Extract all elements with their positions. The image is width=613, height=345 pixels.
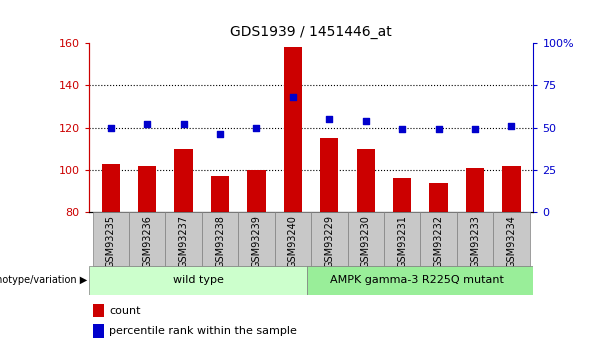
Text: GSM93229: GSM93229 <box>324 215 334 268</box>
Bar <box>311 212 348 266</box>
Bar <box>93 324 104 338</box>
Bar <box>93 212 129 266</box>
Bar <box>493 212 530 266</box>
Text: GSM93231: GSM93231 <box>397 215 407 268</box>
Point <box>324 116 334 122</box>
Bar <box>357 149 375 212</box>
Point <box>433 127 443 132</box>
Point <box>142 121 152 127</box>
Bar <box>308 266 533 295</box>
Title: GDS1939 / 1451446_at: GDS1939 / 1451446_at <box>230 25 392 39</box>
Bar <box>320 138 338 212</box>
Bar <box>202 212 238 266</box>
Text: GSM93236: GSM93236 <box>142 215 152 268</box>
Text: GSM93230: GSM93230 <box>360 215 371 268</box>
Text: AMPK gamma-3 R225Q mutant: AMPK gamma-3 R225Q mutant <box>330 275 504 285</box>
Bar <box>275 212 311 266</box>
Text: percentile rank within the sample: percentile rank within the sample <box>109 326 297 336</box>
Bar <box>466 168 484 212</box>
Text: GSM93240: GSM93240 <box>288 215 298 268</box>
Bar <box>211 176 229 212</box>
Bar <box>284 47 302 212</box>
Text: genotype/variation ▶: genotype/variation ▶ <box>0 275 87 285</box>
Text: count: count <box>109 306 140 316</box>
Point <box>470 127 480 132</box>
Text: GSM93235: GSM93235 <box>105 215 116 268</box>
Bar <box>129 212 166 266</box>
Bar <box>502 166 520 212</box>
Point <box>215 132 225 137</box>
Point <box>361 118 371 124</box>
Bar <box>430 183 447 212</box>
Bar <box>238 212 275 266</box>
Bar <box>348 212 384 266</box>
Bar <box>166 212 202 266</box>
Point <box>106 125 116 130</box>
Bar <box>102 164 120 212</box>
Text: GSM93233: GSM93233 <box>470 215 480 268</box>
Bar <box>138 166 156 212</box>
Bar <box>93 304 104 317</box>
Bar <box>457 212 493 266</box>
Point <box>179 121 189 127</box>
Bar <box>175 149 192 212</box>
Text: GSM93232: GSM93232 <box>433 215 444 268</box>
Bar <box>248 170 265 212</box>
Text: GSM93234: GSM93234 <box>506 215 517 268</box>
Text: GSM93239: GSM93239 <box>251 215 262 268</box>
Bar <box>421 212 457 266</box>
Bar <box>384 212 421 266</box>
Point <box>251 125 261 130</box>
Point <box>288 95 298 100</box>
Point <box>506 123 516 129</box>
Bar <box>393 178 411 212</box>
Bar <box>89 266 308 295</box>
Text: GSM93238: GSM93238 <box>215 215 225 268</box>
Text: wild type: wild type <box>173 275 224 285</box>
Point <box>397 127 407 132</box>
Text: GSM93237: GSM93237 <box>178 215 189 268</box>
